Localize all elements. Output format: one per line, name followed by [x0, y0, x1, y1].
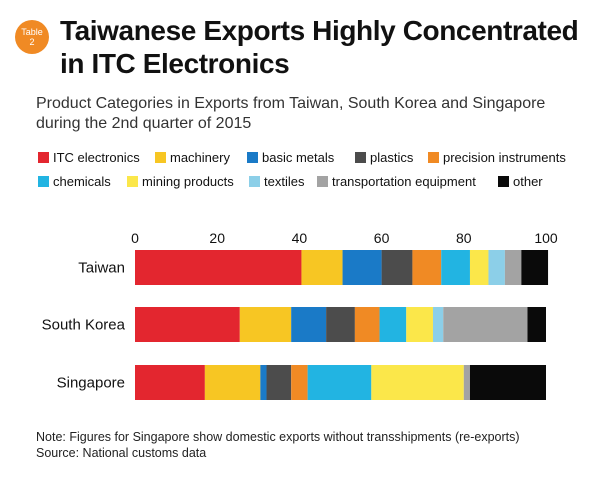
- x-axis-ticks: 0 20 40 60 80 100: [131, 230, 558, 246]
- x-tick-label: 20: [209, 230, 225, 246]
- bar-segment-taiwan-basic-metals: [342, 250, 382, 285]
- bar-segment-south-korea-plastics: [326, 307, 355, 342]
- bar-segment-taiwan-plastics: [381, 250, 413, 285]
- bar-segment-south-korea-basic-metals: [291, 307, 327, 342]
- bar-segment-singapore-plastics: [266, 365, 292, 400]
- legend-swatch-precision-instruments: [428, 152, 439, 163]
- x-tick-label: 100: [534, 230, 558, 246]
- chart-title: Taiwanese Exports Highly Concentrated in…: [60, 15, 579, 79]
- legend-swatch-mining-products: [127, 176, 138, 187]
- legend-swatch-transportation-equipment: [317, 176, 328, 187]
- badge-label: Table: [21, 27, 43, 37]
- category-label-south-korea: South Korea: [42, 317, 126, 334]
- legend-label-plastics: plastics: [370, 150, 414, 165]
- stacked-bar-chart: ITC electronics machinery basic metals plas…: [38, 150, 566, 400]
- chart-legend: ITC electronics machinery basic metals plas…: [38, 150, 566, 189]
- x-tick-label: 80: [456, 230, 472, 246]
- legend-swatch-basic-metals: [247, 152, 258, 163]
- legend-swatch-chemicals: [38, 176, 49, 187]
- bar-segment-singapore-chemicals: [307, 365, 372, 400]
- bar-segment-south-korea-transportation-equipment: [443, 307, 528, 342]
- bar-segment-taiwan-itc-electronics: [135, 250, 302, 285]
- note-text: Note: Figures for Singapore show domesti…: [36, 430, 520, 444]
- bar-segment-taiwan-chemicals: [441, 250, 470, 285]
- legend-label-machinery: machinery: [170, 150, 230, 165]
- bar-segment-singapore-mining-products: [371, 365, 464, 400]
- bar-group: [135, 250, 549, 400]
- bar-segment-taiwan-textiles: [488, 250, 505, 285]
- legend-swatch-itc-electronics: [38, 152, 49, 163]
- bar-segment-south-korea-other: [527, 307, 546, 342]
- bar-segment-singapore-transportation-equipment: [463, 365, 470, 400]
- bar-segment-south-korea-machinery: [239, 307, 292, 342]
- legend-label-other: other: [513, 174, 543, 189]
- badge-number: 2: [29, 37, 35, 47]
- category-label-taiwan: Taiwan: [78, 260, 125, 277]
- x-tick-label: 40: [292, 230, 308, 246]
- chart-subtitle: Product Categories in Exports from Taiwa…: [36, 95, 546, 132]
- chart-footnote: Note: Figures for Singapore show domesti…: [36, 429, 596, 461]
- legend-label-textiles: textiles: [264, 174, 305, 189]
- legend-label-chemicals: chemicals: [53, 174, 111, 189]
- category-labels: Taiwan South Korea Singapore: [42, 260, 126, 392]
- bar-segment-south-korea-precision-instruments: [354, 307, 380, 342]
- bar-segment-taiwan-other: [521, 250, 549, 285]
- bar-segment-singapore-other: [469, 365, 546, 400]
- category-label-singapore: Singapore: [57, 375, 125, 392]
- bar-segment-south-korea-chemicals: [379, 307, 407, 342]
- bar-segment-south-korea-textiles: [432, 307, 444, 342]
- legend-label-transportation-equipment: transportation equipment: [332, 174, 476, 189]
- x-tick-label: 0: [131, 230, 139, 246]
- legend-label-mining-products: mining products: [142, 174, 234, 189]
- bar-segment-singapore-basic-metals: [260, 365, 267, 400]
- legend-label-basic-metals: basic metals: [262, 150, 335, 165]
- bar-segment-singapore-itc-electronics: [135, 365, 205, 400]
- bar-segment-taiwan-transportation-equipment: [504, 250, 522, 285]
- bar-segment-taiwan-machinery: [301, 250, 343, 285]
- legend-swatch-machinery: [155, 152, 166, 163]
- legend-swatch-plastics: [355, 152, 366, 163]
- source-text: Source: National customs data: [36, 446, 207, 460]
- bar-segment-taiwan-precision-instruments: [412, 250, 442, 285]
- table-number-badge: Table 2: [15, 20, 49, 54]
- bar-segment-singapore-machinery: [204, 365, 261, 400]
- bar-segment-singapore-precision-instruments: [291, 365, 308, 400]
- bar-segment-south-korea-mining-products: [406, 307, 433, 342]
- legend-label-itc-electronics: ITC electronics: [53, 150, 140, 165]
- bar-segment-south-korea-itc-electronics: [135, 307, 240, 342]
- legend-swatch-textiles: [249, 176, 260, 187]
- legend-swatch-other: [498, 176, 509, 187]
- legend-label-precision-instruments: precision instruments: [443, 150, 566, 165]
- x-tick-label: 60: [374, 230, 390, 246]
- bar-segment-taiwan-mining-products: [469, 250, 489, 285]
